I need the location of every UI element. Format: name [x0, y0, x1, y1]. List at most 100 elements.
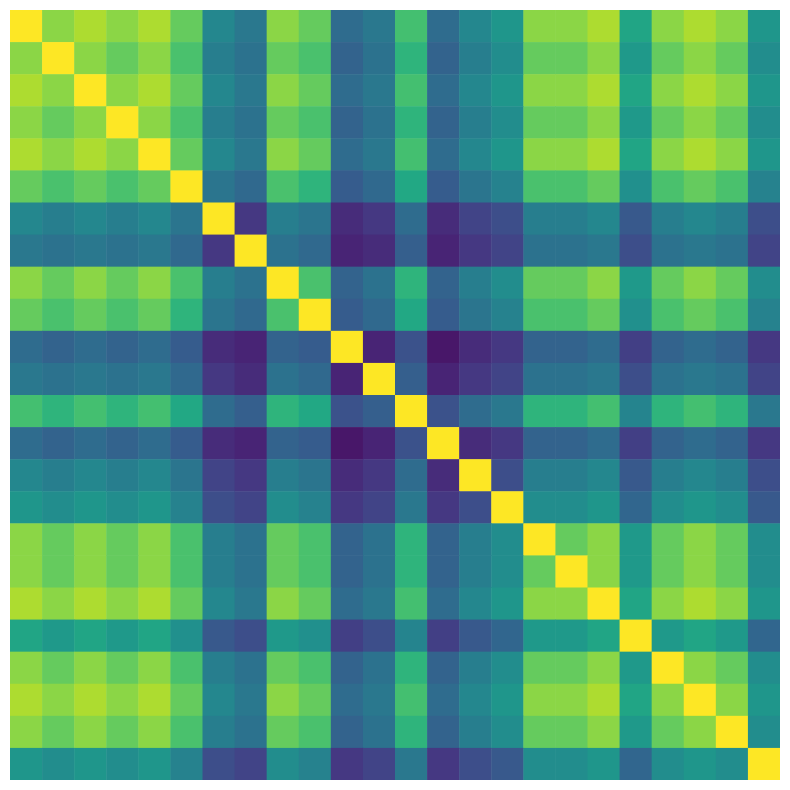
heatmap-cell — [620, 555, 653, 588]
heatmap-cell — [138, 331, 171, 364]
heatmap-cell — [170, 267, 203, 300]
heatmap-cell — [203, 395, 236, 428]
heatmap-cell — [684, 716, 717, 749]
heatmap-cell — [459, 555, 492, 588]
heatmap-cell — [588, 138, 621, 171]
heatmap-cell — [106, 427, 139, 460]
heatmap-cell — [748, 363, 780, 396]
heatmap-cell — [491, 203, 524, 236]
heatmap-cell — [459, 203, 492, 236]
heatmap-cell — [267, 459, 300, 492]
heatmap-cell — [74, 74, 107, 107]
heatmap-cell — [235, 588, 268, 621]
heatmap-cell — [170, 42, 203, 75]
heatmap-cell — [716, 331, 749, 364]
heatmap-cell — [748, 716, 780, 749]
heatmap-cell — [170, 203, 203, 236]
heatmap-cell — [555, 170, 588, 203]
heatmap-cell — [491, 138, 524, 171]
heatmap-cell — [620, 331, 653, 364]
heatmap-cell — [427, 363, 460, 396]
heatmap-cell — [42, 652, 75, 685]
heatmap-cell — [331, 748, 364, 780]
heatmap-cell — [588, 652, 621, 685]
heatmap-cell — [555, 10, 588, 43]
heatmap-cell — [716, 716, 749, 749]
heatmap-cell — [235, 203, 268, 236]
heatmap-cell — [363, 395, 396, 428]
heatmap-cell — [331, 555, 364, 588]
heatmap-cell — [331, 299, 364, 332]
heatmap-cell — [588, 74, 621, 107]
heatmap-cell — [395, 491, 428, 524]
heatmap-cell — [299, 652, 332, 685]
heatmap-cell — [299, 459, 332, 492]
heatmap-cell — [74, 170, 107, 203]
heatmap-cell — [491, 363, 524, 396]
heatmap-cell — [491, 170, 524, 203]
heatmap-cell — [395, 331, 428, 364]
heatmap-cell — [523, 203, 556, 236]
heatmap-cell — [716, 203, 749, 236]
heatmap-cell — [74, 555, 107, 588]
heatmap-cell — [555, 299, 588, 332]
heatmap-cell — [491, 42, 524, 75]
heatmap-cell — [42, 459, 75, 492]
heatmap-cell — [620, 203, 653, 236]
heatmap-cell — [299, 42, 332, 75]
heatmap-cell — [523, 10, 556, 43]
heatmap-cell — [170, 459, 203, 492]
heatmap-cell — [491, 748, 524, 780]
heatmap-cell — [267, 331, 300, 364]
heatmap-cell — [203, 716, 236, 749]
heatmap-cell — [748, 395, 780, 428]
heatmap-cell — [74, 684, 107, 717]
heatmap-cell — [170, 427, 203, 460]
heatmap-cell — [459, 74, 492, 107]
heatmap-cell — [106, 42, 139, 75]
heatmap-cell — [555, 555, 588, 588]
heatmap-cell — [395, 523, 428, 556]
heatmap-cell — [716, 299, 749, 332]
heatmap-cell — [331, 652, 364, 685]
heatmap-cell — [684, 395, 717, 428]
heatmap-cell — [491, 620, 524, 653]
heatmap-cell — [684, 299, 717, 332]
heatmap-cell — [588, 203, 621, 236]
heatmap-cell — [684, 652, 717, 685]
heatmap-cell — [10, 395, 43, 428]
heatmap-cell — [716, 138, 749, 171]
heatmap-cell — [363, 459, 396, 492]
heatmap-cell — [555, 427, 588, 460]
heatmap-cell — [331, 267, 364, 300]
heatmap-cell — [42, 588, 75, 621]
heatmap-cell — [331, 588, 364, 621]
heatmap-cell — [203, 459, 236, 492]
heatmap-cell — [652, 267, 685, 300]
heatmap-cell — [42, 235, 75, 268]
heatmap-cell — [331, 716, 364, 749]
heatmap-cell — [138, 42, 171, 75]
heatmap-cell — [652, 235, 685, 268]
heatmap-cell — [652, 74, 685, 107]
heatmap-cell — [267, 235, 300, 268]
heatmap-cell — [235, 620, 268, 653]
heatmap-cell — [748, 42, 780, 75]
heatmap-cell — [459, 10, 492, 43]
heatmap-cell — [106, 620, 139, 653]
heatmap-cell — [555, 491, 588, 524]
heatmap-cell — [363, 620, 396, 653]
heatmap-cell — [716, 523, 749, 556]
heatmap-cell — [235, 491, 268, 524]
heatmap-cell — [716, 620, 749, 653]
heatmap-cell — [267, 267, 300, 300]
heatmap-cell — [716, 684, 749, 717]
heatmap-cell — [10, 684, 43, 717]
heatmap-cell — [106, 652, 139, 685]
heatmap-cell — [235, 42, 268, 75]
heatmap-cell — [267, 299, 300, 332]
heatmap-cell — [235, 299, 268, 332]
heatmap-cell — [331, 10, 364, 43]
heatmap-cell — [523, 716, 556, 749]
heatmap-cell — [42, 42, 75, 75]
